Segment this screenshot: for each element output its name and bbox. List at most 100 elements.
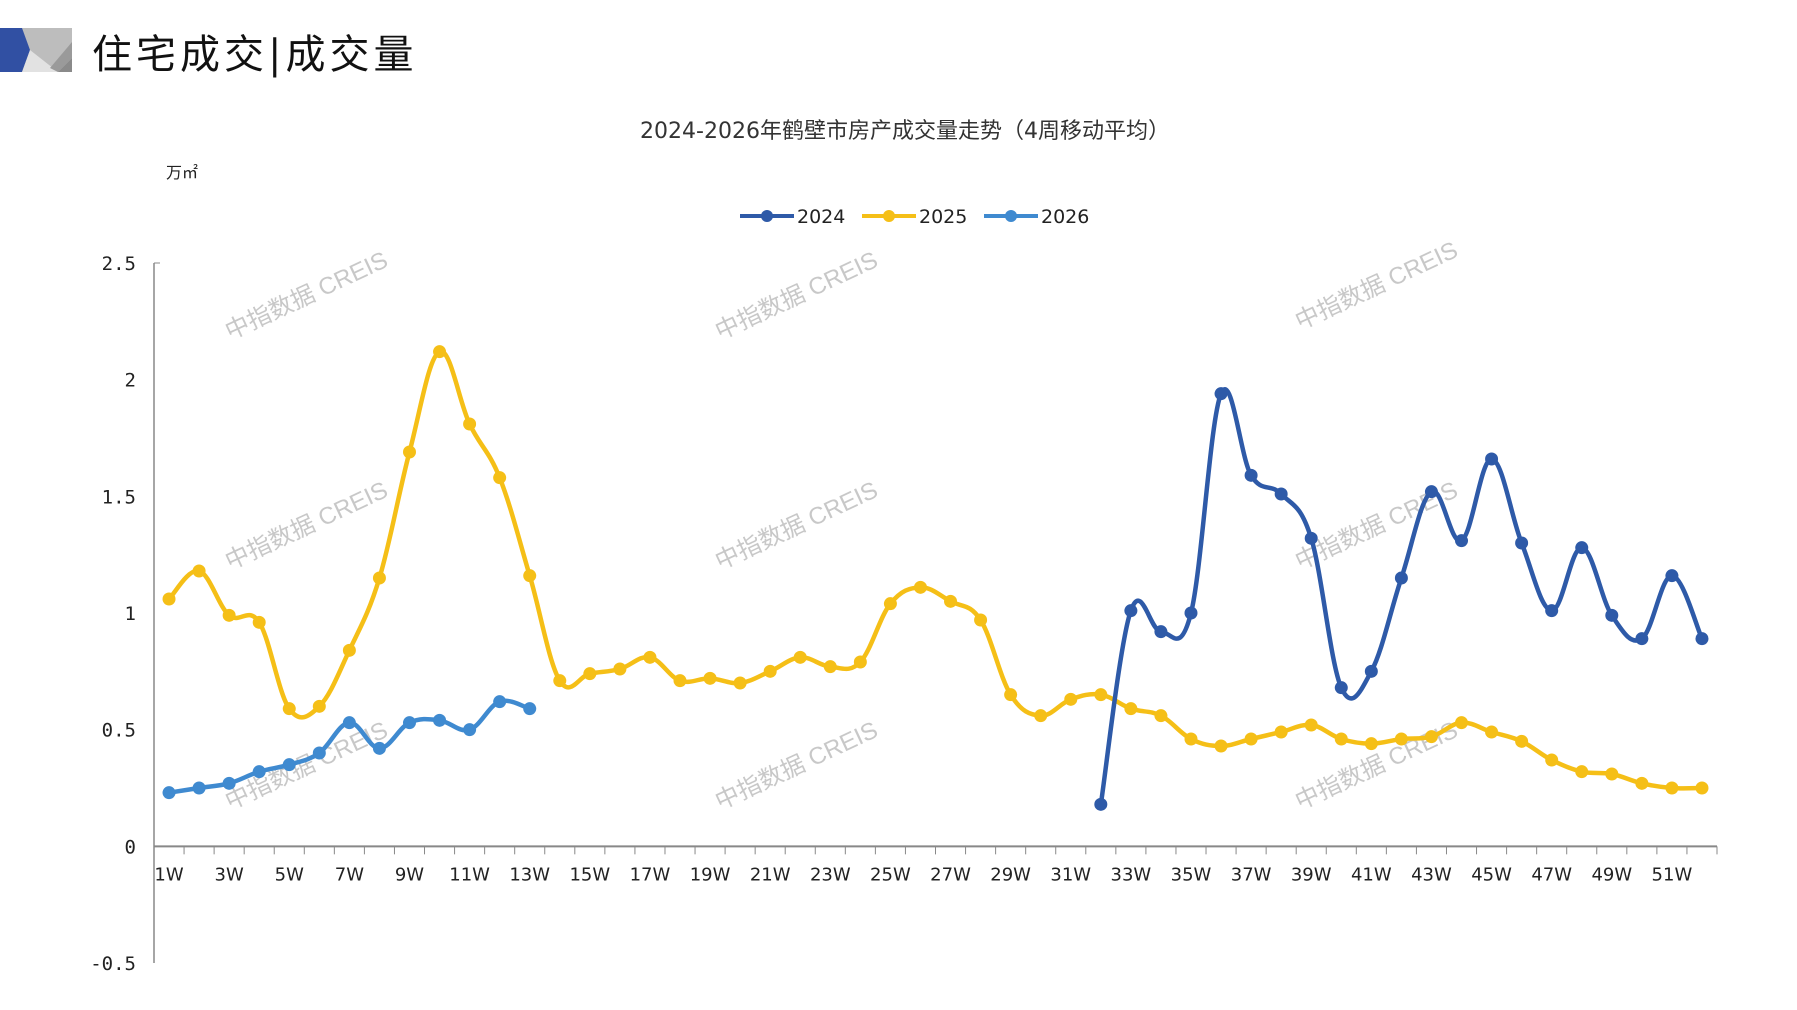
- data-point-2024: [1094, 797, 1108, 811]
- x-tick-label: 19W: [690, 864, 731, 885]
- x-tick-label: 45W: [1471, 864, 1512, 885]
- data-point-2025: [222, 608, 236, 622]
- data-point-2024: [1214, 387, 1228, 401]
- data-point-2025: [523, 569, 537, 583]
- watermark-text: 中指数据 CREIS: [1291, 717, 1462, 816]
- data-point-2025: [1424, 730, 1438, 744]
- x-tick-label: 33W: [1111, 864, 1152, 885]
- legend-marker-2026: [1005, 210, 1017, 222]
- x-tick-label: 7W: [335, 864, 364, 885]
- watermark-text: 中指数据 CREIS: [711, 717, 882, 816]
- data-point-2026: [162, 786, 176, 800]
- chart-title: 2024-2026年鹤壁市房产成交量走势（4周移动平均）: [640, 119, 1170, 144]
- series-line-2025: [167, 349, 1702, 791]
- data-point-2024: [1575, 541, 1589, 555]
- x-tick-label: 21W: [750, 864, 791, 885]
- x-tick-label: 9W: [395, 864, 424, 885]
- data-point-2025: [1094, 688, 1108, 702]
- data-point-2026: [342, 716, 356, 730]
- data-point-2025: [312, 699, 326, 713]
- y-tick-label: 0: [125, 836, 136, 858]
- data-point-2025: [402, 445, 416, 459]
- data-point-2025: [553, 674, 567, 688]
- data-point-2025: [1214, 739, 1228, 753]
- data-point-2024: [1334, 681, 1348, 695]
- x-tick-label: 13W: [509, 864, 550, 885]
- data-point-2025: [372, 571, 386, 585]
- y-tick-label: 1: [125, 603, 136, 625]
- data-point-2026: [523, 702, 537, 716]
- legend-marker-2024: [761, 210, 773, 222]
- x-tick-label: 5W: [275, 864, 304, 885]
- watermark-text: 中指数据 CREIS: [221, 247, 392, 346]
- data-point-2025: [1274, 725, 1288, 739]
- data-point-2024: [1394, 571, 1408, 585]
- x-tick-label: 27W: [930, 864, 971, 885]
- data-point-2024: [1515, 536, 1529, 550]
- x-tick-label: 29W: [990, 864, 1031, 885]
- watermark-text: 中指数据 CREIS: [711, 247, 882, 346]
- data-point-2025: [1515, 734, 1529, 748]
- x-tick-label: 41W: [1351, 864, 1392, 885]
- data-point-2025: [1545, 753, 1559, 767]
- data-point-2026: [312, 746, 326, 760]
- x-tick-label: 1W: [154, 864, 183, 885]
- data-point-2025: [433, 345, 447, 359]
- x-tick-label: 43W: [1411, 864, 1452, 885]
- legend-label-2026: 2026: [1041, 206, 1089, 228]
- data-point-2025: [944, 594, 958, 608]
- data-point-2025: [282, 702, 296, 716]
- data-point-2025: [673, 674, 687, 688]
- watermark-text: 中指数据 CREIS: [1291, 237, 1462, 336]
- data-point-2024: [1364, 664, 1378, 678]
- data-point-2025: [1064, 692, 1078, 706]
- x-tick-label: 15W: [569, 864, 610, 885]
- x-tick-label: 37W: [1231, 864, 1272, 885]
- x-tick-label: 25W: [870, 864, 911, 885]
- data-point-2024: [1455, 534, 1469, 548]
- legend-label-2024: 2024: [797, 206, 845, 228]
- data-point-2026: [493, 695, 507, 709]
- watermark-text: 中指数据 CREIS: [711, 477, 882, 576]
- legend-marker-2025: [883, 210, 895, 222]
- legend-label-2025: 2025: [919, 206, 967, 228]
- series-2024: [1094, 387, 1709, 811]
- data-point-2025: [643, 650, 657, 664]
- x-tick-label: 49W: [1591, 864, 1632, 885]
- data-point-2025: [853, 655, 867, 669]
- y-tick-label: 1.5: [102, 486, 136, 508]
- data-point-2025: [1605, 767, 1619, 781]
- data-point-2025: [1034, 709, 1048, 723]
- data-point-2024: [1184, 606, 1198, 620]
- data-point-2024: [1244, 468, 1258, 482]
- section-logo-icon: [0, 28, 72, 72]
- data-point-2025: [252, 615, 266, 629]
- page-title: 住宅成交|成交量: [92, 32, 418, 78]
- data-point-2025: [1485, 725, 1499, 739]
- data-point-2025: [1364, 737, 1378, 751]
- data-point-2025: [883, 597, 897, 611]
- data-point-2024: [1605, 608, 1619, 622]
- x-tick-label: 31W: [1050, 864, 1091, 885]
- data-point-2026: [282, 758, 296, 772]
- data-point-2025: [823, 660, 837, 674]
- data-point-2025: [1184, 732, 1198, 746]
- data-point-2024: [1304, 531, 1318, 545]
- data-point-2025: [583, 667, 597, 681]
- data-point-2026: [433, 713, 447, 727]
- y-tick-label: -0.5: [90, 953, 136, 975]
- x-tick-label: 47W: [1531, 864, 1572, 885]
- data-point-2025: [1635, 776, 1649, 790]
- series-2026: [162, 695, 537, 800]
- data-point-2024: [1665, 569, 1679, 583]
- y-tick-label: 2.5: [102, 253, 136, 275]
- data-point-2025: [162, 592, 176, 606]
- y-tick-label: 2: [125, 370, 136, 392]
- data-point-2025: [463, 417, 477, 431]
- data-point-2025: [1394, 732, 1408, 746]
- x-tick-label: 23W: [810, 864, 851, 885]
- data-point-2025: [1244, 732, 1258, 746]
- data-point-2025: [342, 643, 356, 657]
